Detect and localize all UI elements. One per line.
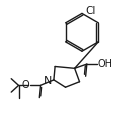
Text: OH: OH [98, 59, 113, 69]
Text: O: O [21, 80, 29, 90]
Text: Cl: Cl [85, 6, 95, 16]
Text: N: N [44, 76, 53, 86]
